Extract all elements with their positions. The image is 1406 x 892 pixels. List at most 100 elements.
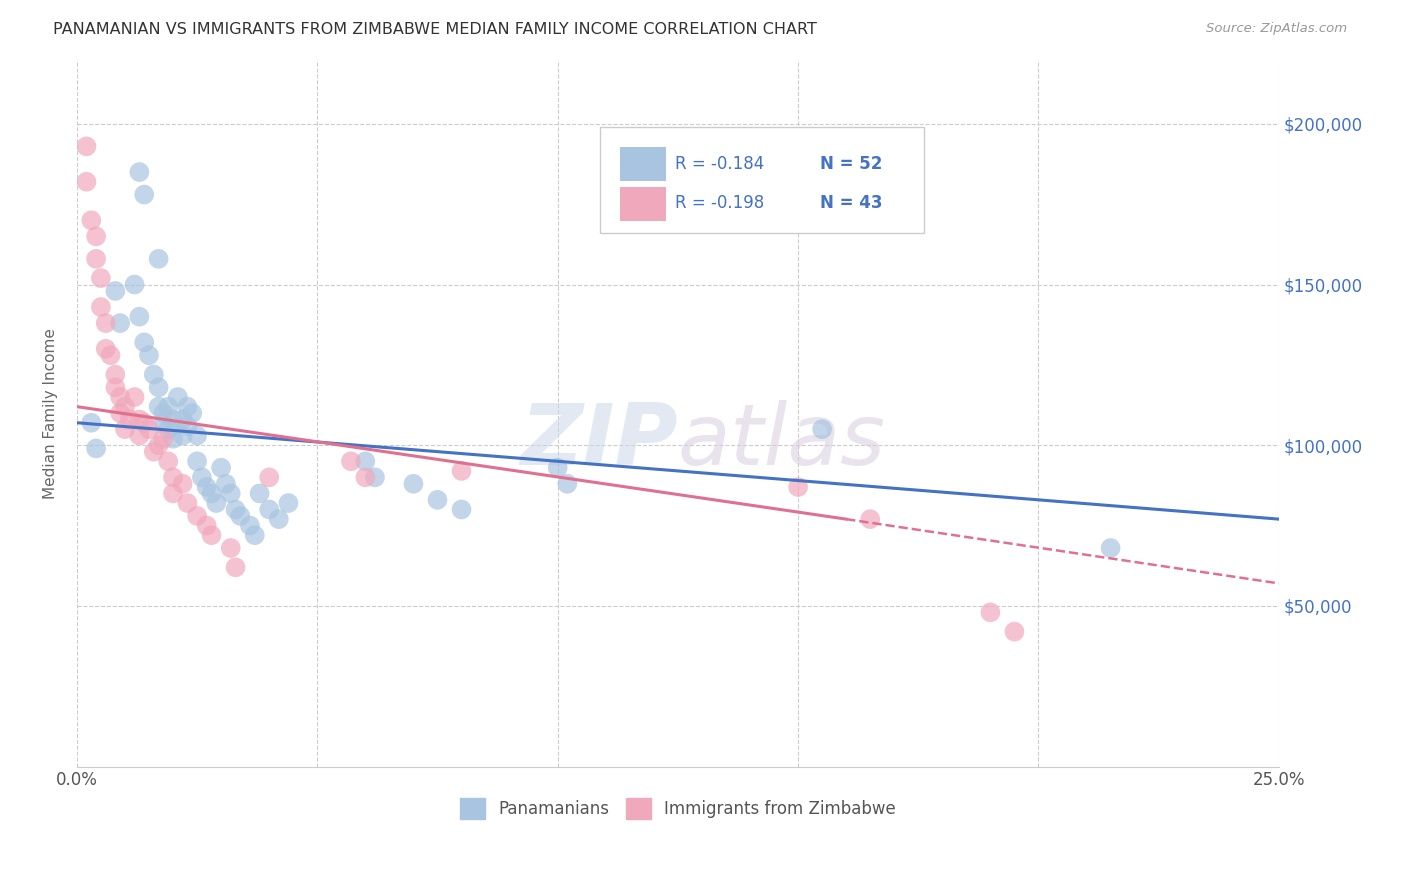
Point	[186, 508, 208, 523]
Point	[128, 428, 150, 442]
Point	[148, 380, 170, 394]
Point	[811, 422, 834, 436]
FancyBboxPatch shape	[620, 147, 666, 181]
Point	[787, 480, 810, 494]
Point	[176, 400, 198, 414]
Point	[134, 416, 156, 430]
Point	[402, 476, 425, 491]
Point	[138, 422, 160, 436]
Point	[108, 390, 131, 404]
Point	[450, 502, 472, 516]
Point	[547, 460, 569, 475]
Point	[80, 416, 103, 430]
Point	[219, 486, 242, 500]
Point	[148, 252, 170, 266]
Point	[555, 476, 578, 491]
Point	[172, 428, 194, 442]
Point	[124, 390, 146, 404]
Point	[108, 316, 131, 330]
Point	[200, 528, 222, 542]
Point	[200, 486, 222, 500]
Point	[1004, 624, 1026, 639]
Point	[205, 496, 228, 510]
Point	[162, 412, 184, 426]
Point	[364, 470, 387, 484]
Point	[94, 316, 117, 330]
Point	[181, 406, 204, 420]
Point	[277, 496, 299, 510]
Point	[128, 310, 150, 324]
Point	[157, 454, 180, 468]
Point	[108, 406, 131, 420]
Point	[354, 470, 377, 484]
Point	[257, 502, 280, 516]
Point	[979, 605, 1001, 619]
Point	[84, 229, 107, 244]
Text: atlas: atlas	[678, 400, 886, 483]
Point	[152, 416, 174, 430]
Point	[162, 486, 184, 500]
Point	[76, 175, 98, 189]
Point	[191, 470, 214, 484]
Point	[134, 335, 156, 350]
Point	[219, 541, 242, 555]
Text: R = -0.184: R = -0.184	[675, 154, 765, 172]
Point	[104, 368, 127, 382]
Point	[114, 400, 136, 414]
Point	[128, 165, 150, 179]
Point	[142, 368, 165, 382]
Text: ZIP: ZIP	[520, 400, 678, 483]
Point	[162, 432, 184, 446]
Point	[152, 432, 174, 446]
Point	[195, 518, 218, 533]
Point	[249, 486, 271, 500]
Point	[84, 442, 107, 456]
Point	[90, 271, 112, 285]
Point	[142, 444, 165, 458]
Point	[166, 390, 188, 404]
Point	[90, 300, 112, 314]
Point	[148, 438, 170, 452]
Point	[128, 412, 150, 426]
Point	[134, 187, 156, 202]
Point	[176, 496, 198, 510]
Point	[118, 412, 141, 426]
Point	[354, 454, 377, 468]
Point	[225, 560, 247, 574]
Point	[186, 454, 208, 468]
Point	[229, 508, 252, 523]
Point	[157, 422, 180, 436]
FancyBboxPatch shape	[620, 186, 666, 221]
Point	[100, 348, 122, 362]
Text: PANAMANIAN VS IMMIGRANTS FROM ZIMBABWE MEDIAN FAMILY INCOME CORRELATION CHART: PANAMANIAN VS IMMIGRANTS FROM ZIMBABWE M…	[53, 22, 817, 37]
Point	[450, 464, 472, 478]
Point	[148, 400, 170, 414]
Point	[257, 470, 280, 484]
Point	[172, 412, 194, 426]
Text: Source: ZipAtlas.com: Source: ZipAtlas.com	[1206, 22, 1347, 36]
Point	[124, 277, 146, 292]
Y-axis label: Median Family Income: Median Family Income	[44, 327, 58, 499]
FancyBboxPatch shape	[600, 127, 924, 233]
Point	[176, 419, 198, 434]
Point	[340, 454, 363, 468]
Point	[859, 512, 882, 526]
Point	[239, 518, 262, 533]
Point	[195, 480, 218, 494]
Point	[267, 512, 290, 526]
Point	[426, 492, 449, 507]
Point	[209, 460, 232, 475]
Point	[104, 284, 127, 298]
Point	[152, 406, 174, 420]
Point	[225, 502, 247, 516]
Point	[186, 428, 208, 442]
Point	[215, 476, 238, 491]
Point	[157, 400, 180, 414]
Point	[162, 470, 184, 484]
Point	[94, 342, 117, 356]
Text: R = -0.198: R = -0.198	[675, 194, 765, 212]
Point	[104, 380, 127, 394]
Point	[243, 528, 266, 542]
Point	[80, 213, 103, 227]
Text: N = 43: N = 43	[820, 194, 882, 212]
